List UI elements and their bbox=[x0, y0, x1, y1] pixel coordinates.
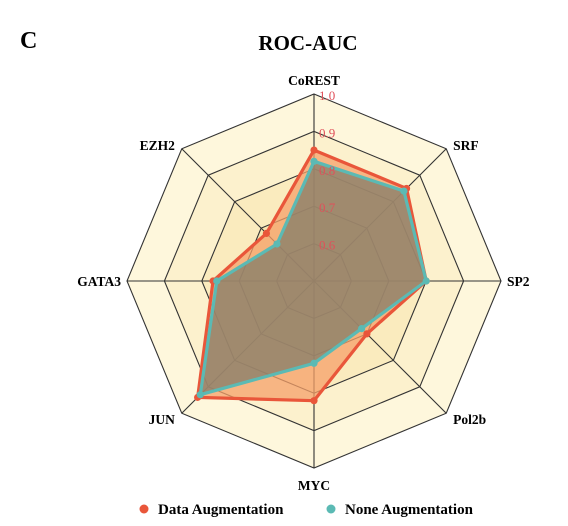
axis-labels: CoREST SRF SP2 Pol2b MYC JUN GATA3 EZH2 bbox=[77, 73, 530, 493]
legend-item-none-augmentation: None Augmentation bbox=[326, 502, 474, 518]
legend-label: Data Augmentation bbox=[158, 502, 284, 518]
data-point bbox=[422, 277, 430, 285]
axis-label-ezh2: EZH2 bbox=[140, 138, 176, 153]
data-point bbox=[310, 397, 318, 405]
tick-label: 0.8 bbox=[319, 163, 335, 178]
data-point bbox=[310, 359, 318, 367]
axis-label-jun: JUN bbox=[149, 412, 175, 427]
legend-marker bbox=[326, 504, 336, 514]
panel-label: C bbox=[20, 28, 37, 54]
tick-label: 1.0 bbox=[319, 88, 335, 103]
legend: Data Augmentation None Augmentation bbox=[139, 502, 474, 518]
data-point bbox=[400, 187, 408, 195]
data-point bbox=[213, 277, 221, 285]
series-layer bbox=[194, 146, 430, 405]
tick-label: 0.6 bbox=[319, 238, 336, 253]
legend-marker bbox=[139, 504, 149, 514]
chart-title: ROC-AUC bbox=[258, 31, 357, 55]
axis-label-gata3: GATA3 bbox=[77, 274, 121, 289]
data-point bbox=[262, 229, 270, 237]
axis-label-myc: MYC bbox=[298, 478, 330, 493]
data-point bbox=[196, 391, 204, 399]
data-point bbox=[273, 240, 281, 248]
legend-label: None Augmentation bbox=[345, 502, 474, 518]
data-point bbox=[310, 157, 318, 165]
axis-label-corest: CoREST bbox=[288, 73, 340, 88]
tick-labels: 0.6 0.7 0.8 0.9 1.0 bbox=[319, 88, 336, 253]
axis-label-srf: SRF bbox=[453, 138, 479, 153]
tick-label: 0.9 bbox=[319, 125, 335, 140]
series-none-augmentation bbox=[196, 157, 430, 399]
data-point bbox=[363, 330, 371, 338]
axis-label-sp2: SP2 bbox=[507, 274, 530, 289]
tick-label: 0.7 bbox=[319, 200, 336, 215]
data-point bbox=[310, 146, 318, 154]
axis-label-pol2b: Pol2b bbox=[453, 412, 486, 427]
legend-item-data-augmentation: Data Augmentation bbox=[139, 502, 284, 518]
data-point bbox=[358, 325, 366, 333]
